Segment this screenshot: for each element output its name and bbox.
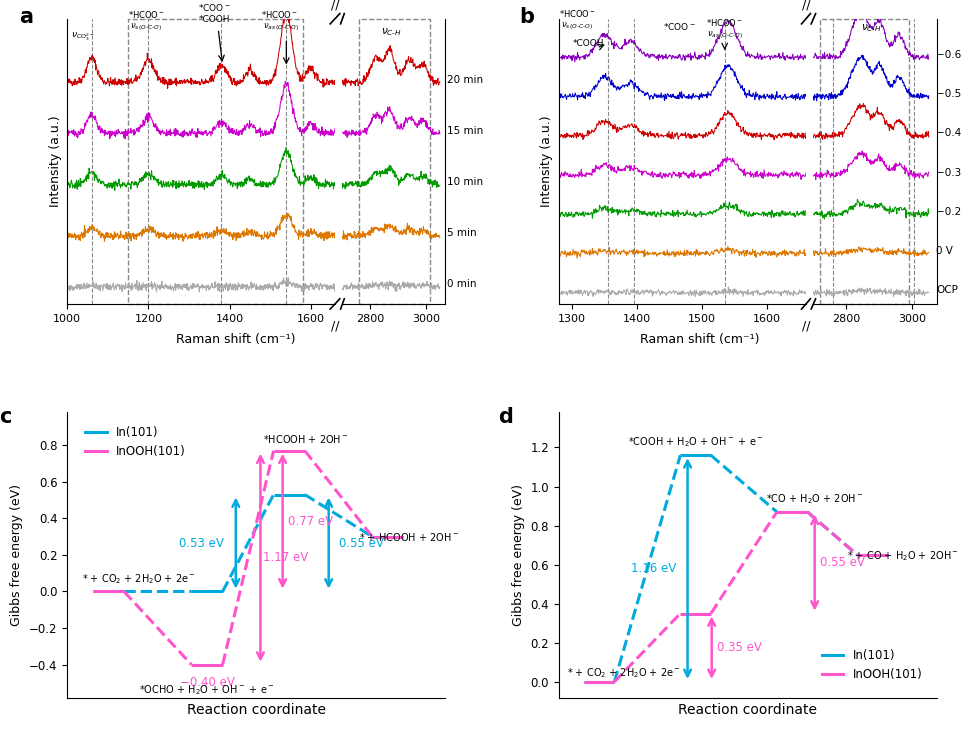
Text: 20 min: 20 min bbox=[447, 75, 483, 85]
Text: //: // bbox=[801, 320, 810, 332]
X-axis label: Reaction coordinate: Reaction coordinate bbox=[186, 703, 326, 717]
Text: 5 min: 5 min bbox=[447, 228, 477, 238]
Text: a: a bbox=[19, 8, 33, 27]
X-axis label: Reaction coordinate: Reaction coordinate bbox=[678, 703, 818, 717]
Text: *COOH + H$_2$O + OH$^-$ + e$^-$: *COOH + H$_2$O + OH$^-$ + e$^-$ bbox=[628, 436, 763, 449]
Text: *OCHO + H$_2$O + OH$^-$ + e$^-$: *OCHO + H$_2$O + OH$^-$ + e$^-$ bbox=[139, 682, 275, 697]
Text: 1.17 eV: 1.17 eV bbox=[263, 551, 308, 564]
Text: c: c bbox=[0, 406, 12, 427]
Text: −0.40 eV: −0.40 eV bbox=[180, 676, 234, 688]
Y-axis label: Gibbs free energy (eV): Gibbs free energy (eV) bbox=[11, 484, 23, 626]
Text: *COO$^-$
*COOH: *COO$^-$ *COOH bbox=[198, 2, 231, 24]
Y-axis label: Gibbs free energy (eV): Gibbs free energy (eV) bbox=[512, 484, 525, 626]
Text: b: b bbox=[519, 8, 534, 27]
Text: *COOH: *COOH bbox=[573, 39, 604, 48]
Y-axis label: Intensity (a.u.): Intensity (a.u.) bbox=[540, 116, 554, 207]
Text: $\nu_{CO_3^{2-}}$: $\nu_{CO_3^{2-}}$ bbox=[71, 31, 94, 44]
Text: −0.6 V: −0.6 V bbox=[936, 50, 961, 60]
Text: d: d bbox=[499, 406, 513, 427]
Text: 0.35 eV: 0.35 eV bbox=[717, 641, 761, 654]
Text: //: // bbox=[801, 0, 810, 11]
Text: * + CO$_2$ + 2H$_2$O + 2e$^-$: * + CO$_2$ + 2H$_2$O + 2e$^-$ bbox=[567, 666, 680, 680]
Legend: In(101), InOOH(101): In(101), InOOH(101) bbox=[818, 644, 927, 686]
Text: Raman shift (cm⁻¹): Raman shift (cm⁻¹) bbox=[640, 334, 759, 346]
Text: //: // bbox=[331, 320, 339, 332]
Text: * + CO$_2$ + 2H$_2$O + 2e$^-$: * + CO$_2$ + 2H$_2$O + 2e$^-$ bbox=[82, 572, 196, 586]
Text: −0.2 V: −0.2 V bbox=[936, 207, 961, 217]
Text: *HCOO$^-$
$\nu_{s\,(O\text{-}C\text{-}O)}$: *HCOO$^-$ $\nu_{s\,(O\text{-}C\text{-}O)… bbox=[558, 8, 596, 32]
Text: * + CO + H$_2$O + 2OH$^-$: * + CO + H$_2$O + 2OH$^-$ bbox=[847, 549, 959, 562]
Text: −0.5 V: −0.5 V bbox=[936, 89, 961, 99]
Text: 0.55 eV: 0.55 eV bbox=[821, 556, 865, 569]
Text: * + HCOOH + 2OH$^-$: * + HCOOH + 2OH$^-$ bbox=[359, 531, 459, 543]
Text: OCP: OCP bbox=[936, 286, 958, 296]
Text: 0 V: 0 V bbox=[936, 246, 953, 256]
Text: −0.3 V: −0.3 V bbox=[936, 167, 961, 178]
Text: *CO + H$_2$O + 2OH$^-$: *CO + H$_2$O + 2OH$^-$ bbox=[767, 492, 864, 506]
Legend: In(101), InOOH(101): In(101), InOOH(101) bbox=[81, 421, 190, 463]
Text: *HCOO$^-$
$\nu_{as\,(O\text{-}C\text{-}O)}$: *HCOO$^-$ $\nu_{as\,(O\text{-}C\text{-}O… bbox=[706, 17, 743, 41]
Text: *COO$^-$: *COO$^-$ bbox=[663, 21, 696, 32]
Text: $\nu_{C\text{-}H}$: $\nu_{C\text{-}H}$ bbox=[381, 26, 402, 38]
Text: 0.77 eV: 0.77 eV bbox=[287, 514, 333, 527]
Text: //: // bbox=[331, 0, 339, 11]
Text: *HCOOH + 2OH$^-$: *HCOOH + 2OH$^-$ bbox=[263, 433, 349, 445]
Text: $\nu_{C\text{-}H}$: $\nu_{C\text{-}H}$ bbox=[861, 22, 881, 34]
Text: −0.4 V: −0.4 V bbox=[936, 128, 961, 138]
Bar bbox=[820, 19, 909, 304]
Text: 1.16 eV: 1.16 eV bbox=[631, 562, 677, 575]
Text: *HCOO$^-$
$\nu_{s\,(O\text{-}C\text{-}O)}$: *HCOO$^-$ $\nu_{s\,(O\text{-}C\text{-}O)… bbox=[128, 9, 165, 34]
Bar bbox=[359, 19, 431, 304]
Text: Raman shift (cm⁻¹): Raman shift (cm⁻¹) bbox=[176, 334, 295, 346]
Text: 10 min: 10 min bbox=[447, 177, 483, 187]
Bar bbox=[128, 19, 303, 304]
Text: *HCOO$^-$
$\nu_{as\,(O\text{-}C\text{-}O)}$: *HCOO$^-$ $\nu_{as\,(O\text{-}C\text{-}O… bbox=[261, 9, 299, 34]
Text: 0.53 eV: 0.53 eV bbox=[179, 536, 224, 550]
Y-axis label: Intensity (a.u.): Intensity (a.u.) bbox=[49, 116, 62, 207]
Text: 15 min: 15 min bbox=[447, 126, 483, 136]
Text: 0 min: 0 min bbox=[447, 280, 477, 290]
Text: 0.55 eV: 0.55 eV bbox=[338, 536, 383, 550]
